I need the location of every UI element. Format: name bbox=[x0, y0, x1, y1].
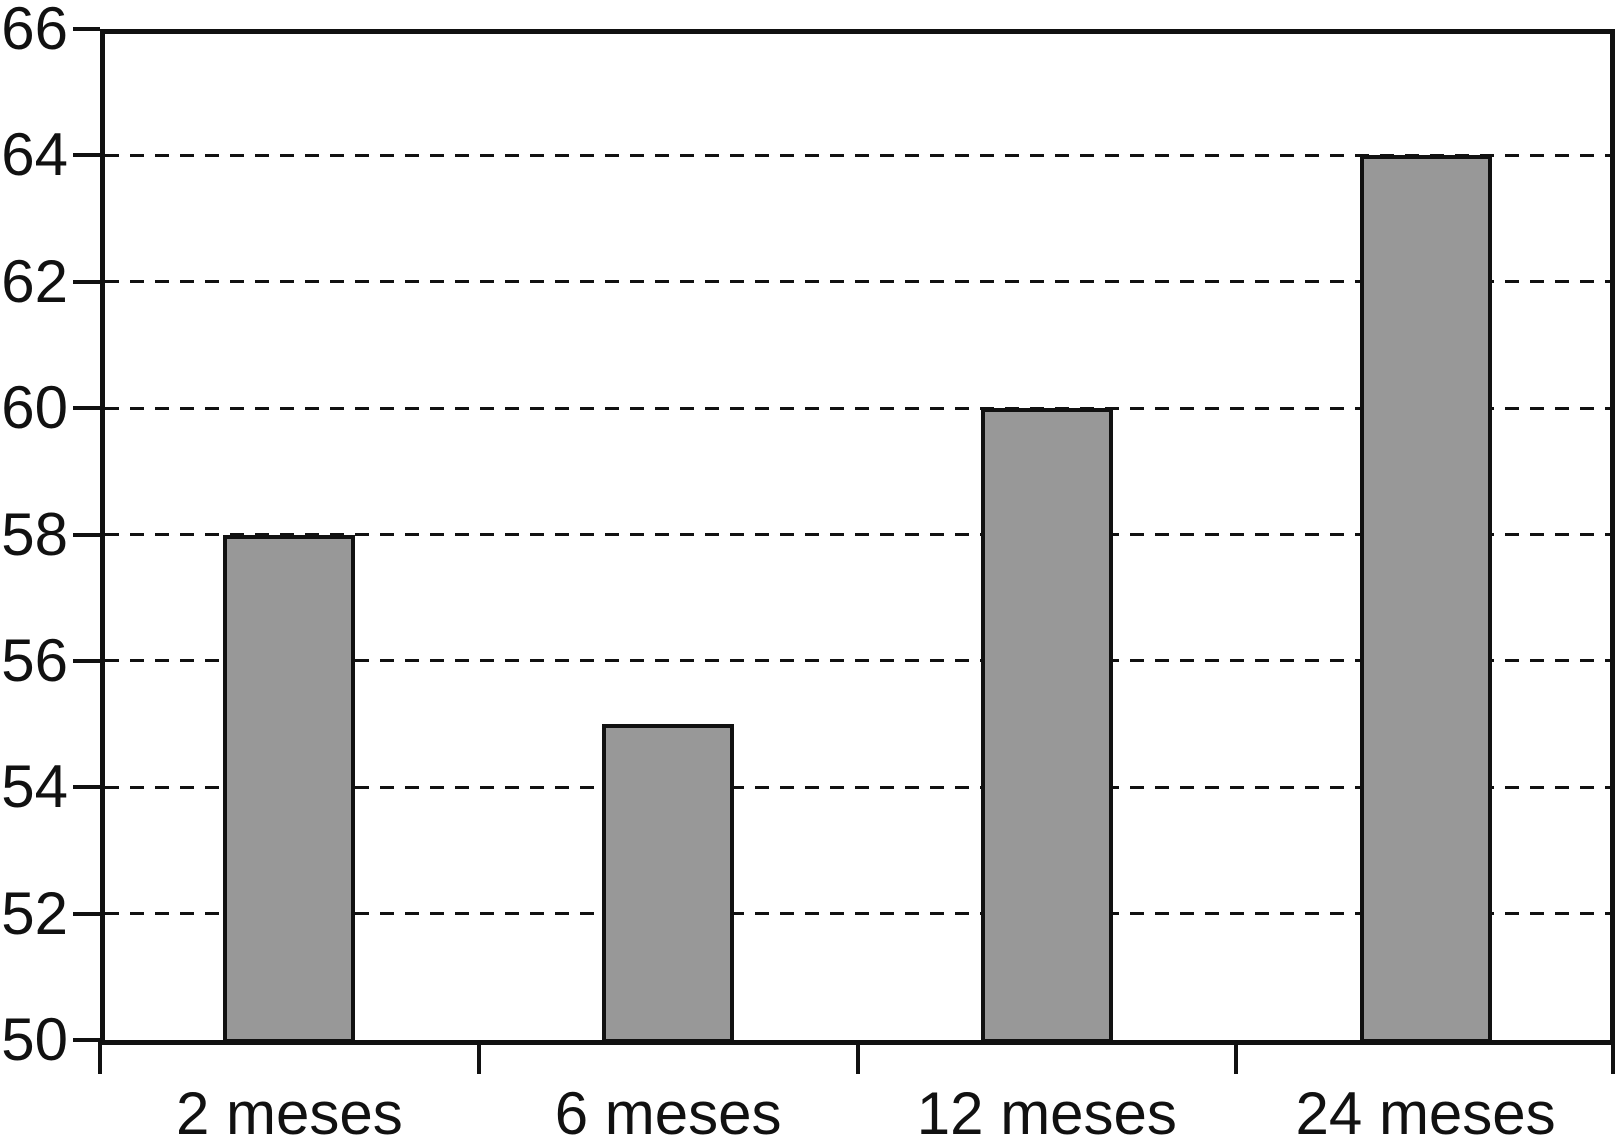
y-axis-tick bbox=[73, 785, 100, 790]
y-axis-tick bbox=[73, 911, 100, 916]
bar-2-meses bbox=[223, 534, 356, 1043]
y-axis-tick-label: 52 bbox=[1, 879, 68, 947]
y-axis-tick-label: 62 bbox=[1, 247, 68, 315]
x-axis-tick bbox=[855, 1040, 860, 1074]
y-axis-tick-label: 58 bbox=[1, 500, 68, 568]
bar-12-meses bbox=[980, 408, 1113, 1043]
x-axis-category-label: 6 meses bbox=[554, 1080, 782, 1136]
bar-24-meses bbox=[1359, 155, 1492, 1043]
y-axis-tick bbox=[73, 27, 100, 31]
y-axis-tick-label: 54 bbox=[1, 753, 68, 821]
y-axis-tick-label: 60 bbox=[1, 374, 68, 442]
y-axis-tick-label: 64 bbox=[1, 121, 68, 189]
x-axis-tick bbox=[98, 1040, 102, 1074]
y-axis-tick-label: 66 bbox=[1, 0, 68, 62]
gridline-y-58 bbox=[105, 533, 1610, 536]
x-axis-tick bbox=[1234, 1040, 1239, 1074]
x-axis-category-label: 24 meses bbox=[1295, 1080, 1556, 1136]
gridline-y-64 bbox=[105, 153, 1610, 157]
y-axis-tick bbox=[73, 406, 100, 411]
gridline-y-54 bbox=[105, 785, 1610, 789]
y-axis-tick bbox=[73, 279, 100, 284]
gridline-y-60 bbox=[105, 406, 1610, 410]
y-axis-tick bbox=[73, 532, 100, 537]
x-axis-category-label: 12 meses bbox=[916, 1080, 1177, 1136]
y-axis-tick bbox=[73, 153, 100, 158]
y-axis-tick bbox=[73, 658, 100, 663]
y-axis-tick-label: 50 bbox=[1, 1006, 68, 1073]
gridline-y-56 bbox=[105, 659, 1610, 663]
bar-6-meses bbox=[602, 724, 735, 1043]
x-axis-category-label: 2 meses bbox=[175, 1080, 403, 1136]
x-axis-tick bbox=[476, 1040, 481, 1074]
y-axis-tick bbox=[73, 1038, 100, 1042]
gridline-y-52 bbox=[105, 912, 1610, 916]
x-axis-tick bbox=[1611, 1040, 1615, 1074]
gridline-y-62 bbox=[105, 280, 1610, 284]
y-axis-tick-label: 56 bbox=[1, 626, 68, 694]
